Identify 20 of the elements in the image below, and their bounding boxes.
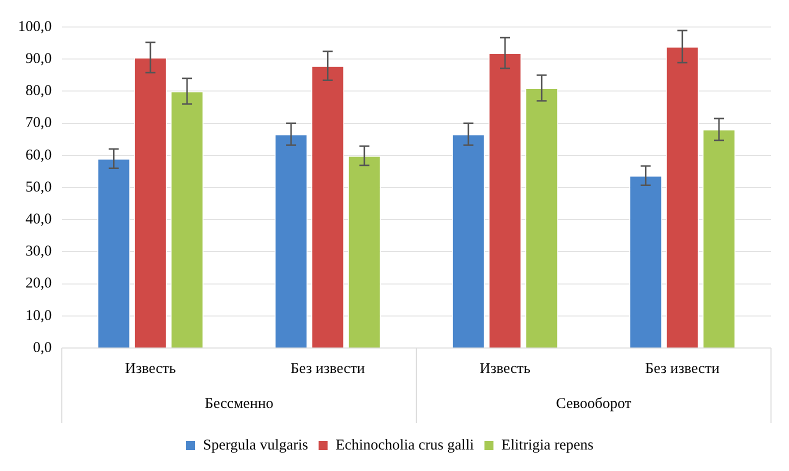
y-tick-label: 70,0 [26,115,52,132]
x-tick-label: Известь [124,360,176,377]
y-tick-label: 60,0 [26,147,52,164]
x-tick-label: Известь [480,360,531,377]
legend-label: Echinocholia crus galli [336,437,474,454]
legend-label: Elitrigia repens [501,437,594,454]
x-tick-label: Без извести [645,360,720,377]
y-tick-label: 10,0 [26,308,52,324]
x-tick-label: Без извести [290,360,365,377]
y-tick-label: 40,0 [26,212,52,228]
y-tick-label: 50,0 [26,179,52,196]
y-tick-label: 90,0 [26,51,52,68]
y-tick-label: 80,0 [26,83,52,100]
legend-label: Spergula vulgaris [203,437,308,454]
text: Бессменно [204,396,274,412]
y-tick-label: 20,0 [26,276,52,292]
text: Севооборот [556,396,632,412]
y-tick-label: 0,0 [33,340,52,356]
y-tick-label: 100,0 [18,18,52,35]
y-tick-label: 30,0 [26,244,52,260]
